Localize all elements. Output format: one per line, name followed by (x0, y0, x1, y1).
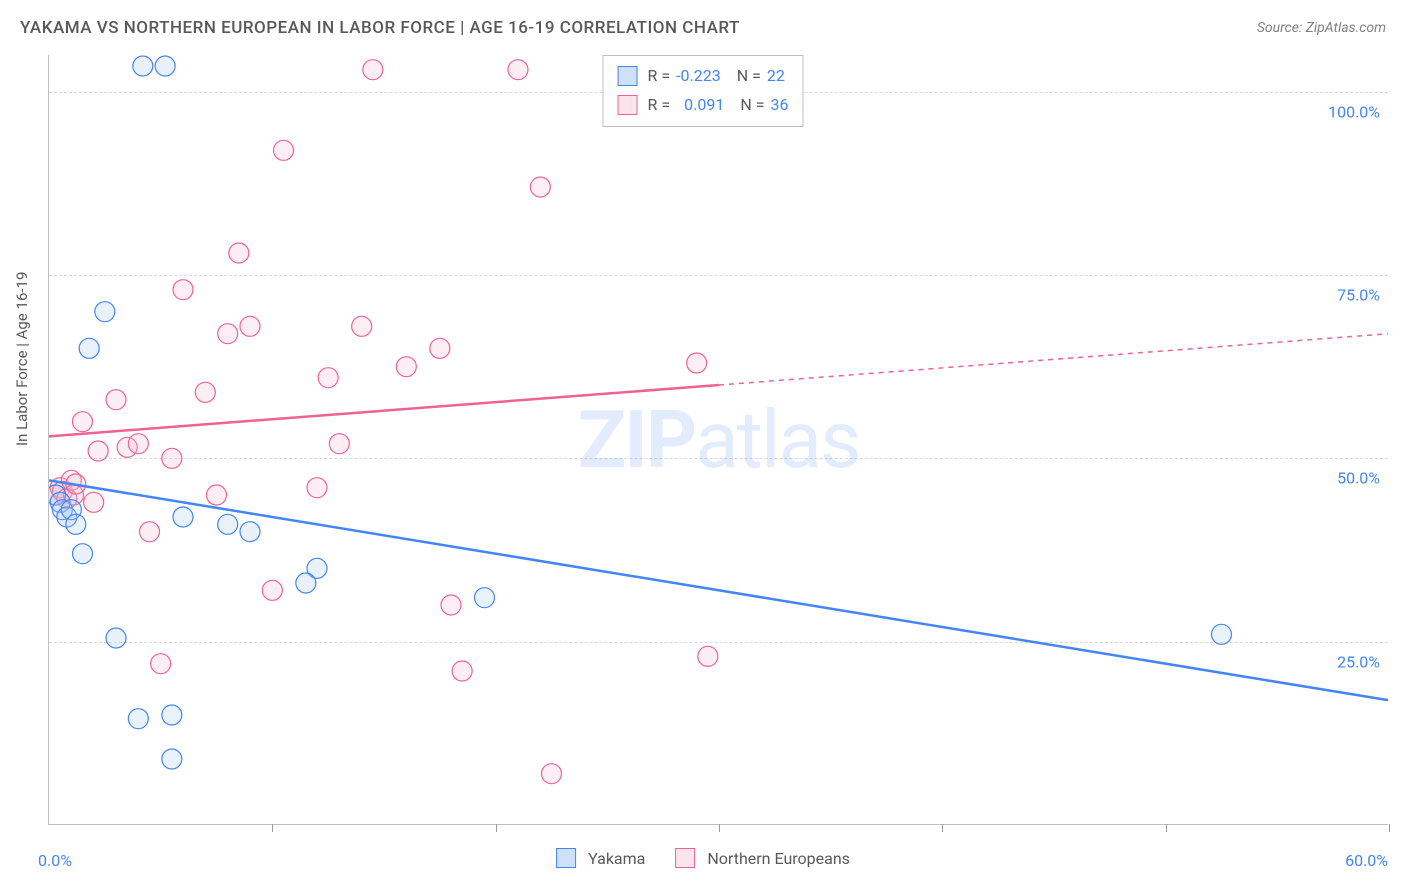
x-tick (719, 824, 720, 832)
scatter-point (318, 368, 338, 388)
scatter-point (155, 56, 175, 76)
legend-row-yakama: R = -0.223 N = 22 (618, 62, 789, 91)
legend-r-value-yakama: -0.223 (676, 62, 721, 91)
legend-n-value-northern: 36 (770, 91, 788, 120)
x-tick (496, 824, 497, 832)
scatter-point (173, 507, 193, 527)
legend-item-yakama: Yakama (556, 848, 645, 868)
scatter-point (140, 522, 160, 542)
scatter-point (430, 338, 450, 358)
scatter-point (84, 492, 104, 512)
scatter-point (162, 749, 182, 769)
scatter-point (195, 382, 215, 402)
legend-n-label: N = (737, 62, 761, 91)
scatter-point (88, 441, 108, 461)
legend-label-yakama: Yakama (588, 849, 645, 868)
scatter-point (207, 485, 227, 505)
plot-svg (49, 55, 1388, 824)
x-tick-label-right: 60.0% (1345, 851, 1388, 870)
scatter-point (162, 448, 182, 468)
scatter-point (229, 243, 249, 263)
scatter-point (262, 580, 282, 600)
legend-r-value-northern: 0.091 (684, 91, 724, 120)
scatter-point (79, 338, 99, 358)
legend-swatch-northern-bottom (675, 848, 695, 868)
scatter-point (1212, 624, 1232, 644)
scatter-point (452, 661, 472, 681)
scatter-point (329, 434, 349, 454)
scatter-point (173, 280, 193, 300)
scatter-point (106, 628, 126, 648)
scatter-point (698, 646, 718, 666)
plot-area: ZIPatlas 25.0%50.0%75.0%100.0% (48, 55, 1388, 825)
chart-container: YAKAMA VS NORTHERN EUROPEAN IN LABOR FOR… (0, 0, 1406, 892)
scatter-point (106, 390, 126, 410)
scatter-point (475, 588, 495, 608)
scatter-point (240, 522, 260, 542)
scatter-point (363, 60, 383, 80)
scatter-point (73, 544, 93, 564)
scatter-point (296, 573, 316, 593)
source-label: Source: ZipAtlas.com (1257, 20, 1386, 36)
scatter-point (240, 316, 260, 336)
legend-n-label: N = (740, 91, 764, 120)
legend-swatch-yakama-bottom (556, 848, 576, 868)
legend-r-label: R = (648, 91, 671, 120)
scatter-point (162, 705, 182, 725)
series-legend: Yakama Northern Europeans (556, 848, 850, 868)
legend-item-northern: Northern Europeans (675, 848, 850, 868)
scatter-point (396, 357, 416, 377)
scatter-point (133, 56, 153, 76)
trend-line-extrapolated (719, 334, 1388, 385)
x-tick-label-left: 0.0% (38, 851, 72, 870)
scatter-point (151, 654, 171, 674)
x-tick (1166, 824, 1167, 832)
legend-n-value-yakama: 22 (767, 62, 785, 91)
correlation-legend: R = -0.223 N = 22 R = 0.091 N = 36 (603, 55, 804, 127)
y-axis-label: In Labor Force | Age 16-19 (13, 272, 31, 446)
scatter-point (352, 316, 372, 336)
legend-row-northern: R = 0.091 N = 36 (618, 91, 789, 120)
legend-r-label: R = (648, 62, 671, 91)
legend-swatch-yakama (618, 66, 638, 86)
legend-swatch-northern (618, 95, 638, 115)
scatter-point (128, 709, 148, 729)
scatter-point (508, 60, 528, 80)
legend-label-northern: Northern Europeans (707, 849, 850, 868)
scatter-point (73, 412, 93, 432)
trend-line (49, 480, 1388, 700)
scatter-point (307, 478, 327, 498)
scatter-point (542, 764, 562, 784)
scatter-point (274, 140, 294, 160)
trend-line (49, 385, 719, 436)
x-tick (942, 824, 943, 832)
scatter-point (687, 353, 707, 373)
scatter-point (530, 177, 550, 197)
scatter-point (218, 324, 238, 344)
scatter-point (441, 595, 461, 615)
scatter-point (128, 434, 148, 454)
scatter-point (95, 302, 115, 322)
x-tick (1389, 824, 1390, 832)
x-tick (272, 824, 273, 832)
scatter-point (218, 514, 238, 534)
scatter-point (66, 514, 86, 534)
chart-title: YAKAMA VS NORTHERN EUROPEAN IN LABOR FOR… (20, 18, 740, 38)
